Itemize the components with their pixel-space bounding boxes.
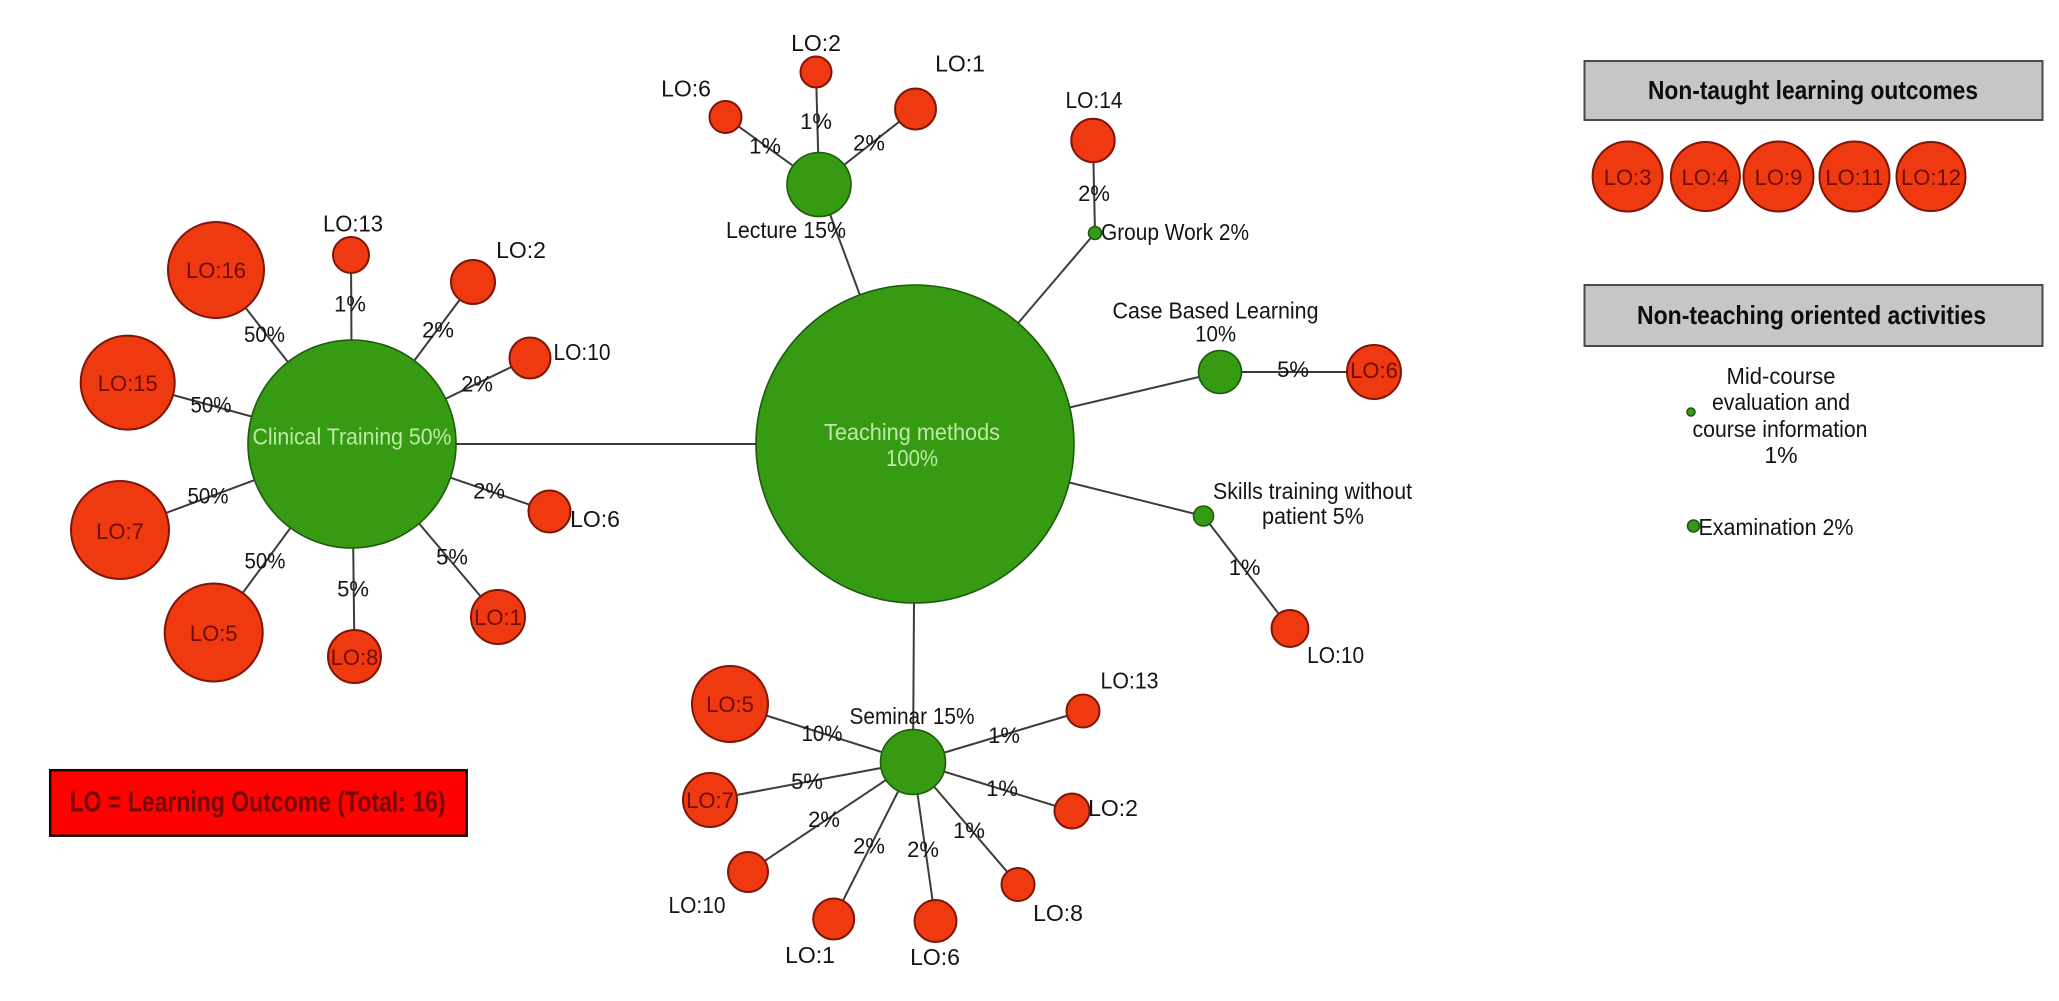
svg-text:Lecture 15%: Lecture 15% xyxy=(726,217,846,243)
svg-text:LO:14: LO:14 xyxy=(1066,87,1123,113)
svg-text:50%: 50% xyxy=(245,549,286,574)
svg-text:LO:6: LO:6 xyxy=(661,76,711,102)
svg-text:Teaching methods: Teaching methods xyxy=(824,419,1000,445)
svg-text:LO:1: LO:1 xyxy=(935,51,985,77)
svg-text:LO = Learning Outcome (Total:: LO = Learning Outcome (Total: 16) xyxy=(70,787,446,819)
svg-text:1%: 1% xyxy=(953,818,985,843)
svg-text:2%: 2% xyxy=(1078,181,1110,206)
svg-text:LO:2: LO:2 xyxy=(791,30,841,56)
svg-text:LO:10: LO:10 xyxy=(669,892,726,918)
svg-text:1%: 1% xyxy=(749,134,781,159)
svg-text:LO:16: LO:16 xyxy=(186,258,246,283)
svg-text:LO:2: LO:2 xyxy=(496,237,546,263)
svg-text:LO:8: LO:8 xyxy=(1033,900,1083,926)
svg-text:Non-taught learning outcomes: Non-taught learning outcomes xyxy=(1648,75,1978,105)
svg-text:2%: 2% xyxy=(808,807,840,832)
svg-text:50%: 50% xyxy=(191,393,232,418)
svg-text:1%: 1% xyxy=(800,109,832,134)
svg-text:Group Work 2%: Group Work 2% xyxy=(1101,219,1249,245)
svg-text:2%: 2% xyxy=(422,318,454,343)
svg-text:LO:1: LO:1 xyxy=(474,605,522,630)
svg-text:1%: 1% xyxy=(1229,555,1261,580)
svg-text:LO:10: LO:10 xyxy=(1307,642,1364,668)
svg-text:5%: 5% xyxy=(337,577,369,602)
svg-text:Examination 2%: Examination 2% xyxy=(1699,514,1854,540)
svg-text:LO:10: LO:10 xyxy=(554,339,611,365)
svg-text:Case Based Learning: Case Based Learning xyxy=(1113,298,1319,324)
svg-text:10%: 10% xyxy=(1195,322,1236,347)
svg-text:2%: 2% xyxy=(473,479,505,504)
svg-text:LO:11: LO:11 xyxy=(1825,165,1883,190)
svg-text:100%: 100% xyxy=(886,445,938,471)
svg-text:patient 5%: patient 5% xyxy=(1262,503,1364,529)
svg-text:10%: 10% xyxy=(802,721,843,746)
svg-text:LO:9: LO:9 xyxy=(1755,165,1803,190)
svg-text:LO:12: LO:12 xyxy=(1901,165,1961,190)
svg-text:evaluation and: evaluation and xyxy=(1712,389,1850,415)
svg-text:LO:6: LO:6 xyxy=(570,506,620,532)
svg-text:1%: 1% xyxy=(988,723,1020,748)
svg-text:LO:7: LO:7 xyxy=(686,788,734,813)
svg-text:50%: 50% xyxy=(244,322,285,347)
svg-text:Clinical Training 50%: Clinical Training 50% xyxy=(253,424,452,450)
svg-text:LO:3: LO:3 xyxy=(1604,165,1652,190)
svg-text:2%: 2% xyxy=(461,372,493,397)
svg-text:2%: 2% xyxy=(853,834,885,859)
svg-text:Skills training without: Skills training without xyxy=(1213,478,1413,504)
svg-text:50%: 50% xyxy=(188,484,229,509)
svg-text:Non-teaching oriented activiti: Non-teaching oriented activities xyxy=(1637,300,1986,330)
svg-text:LO:8: LO:8 xyxy=(331,645,379,670)
svg-text:LO:13: LO:13 xyxy=(1101,668,1159,694)
svg-text:5%: 5% xyxy=(1277,357,1309,382)
svg-text:2%: 2% xyxy=(907,837,939,862)
svg-text:LO:13: LO:13 xyxy=(323,211,383,237)
svg-text:LO:6: LO:6 xyxy=(910,944,960,970)
svg-text:5%: 5% xyxy=(791,769,823,794)
svg-text:LO:4: LO:4 xyxy=(1682,165,1730,190)
svg-text:LO:1: LO:1 xyxy=(785,942,835,968)
svg-text:5%: 5% xyxy=(436,545,468,570)
svg-text:LO:15: LO:15 xyxy=(98,371,158,396)
svg-text:LO:5: LO:5 xyxy=(190,621,238,646)
svg-text:LO:7: LO:7 xyxy=(96,519,144,544)
svg-text:Mid-course: Mid-course xyxy=(1727,363,1836,389)
svg-text:1%: 1% xyxy=(986,776,1018,801)
svg-text:LO:6: LO:6 xyxy=(1350,358,1398,383)
svg-text:2%: 2% xyxy=(853,131,885,156)
svg-text:1%: 1% xyxy=(334,292,366,317)
svg-text:course information: course information xyxy=(1693,416,1868,442)
svg-text:LO:2: LO:2 xyxy=(1088,795,1138,821)
svg-text:Seminar 15%: Seminar 15% xyxy=(850,703,975,729)
svg-text:1%: 1% xyxy=(1764,442,1797,468)
svg-text:LO:5: LO:5 xyxy=(706,692,754,717)
